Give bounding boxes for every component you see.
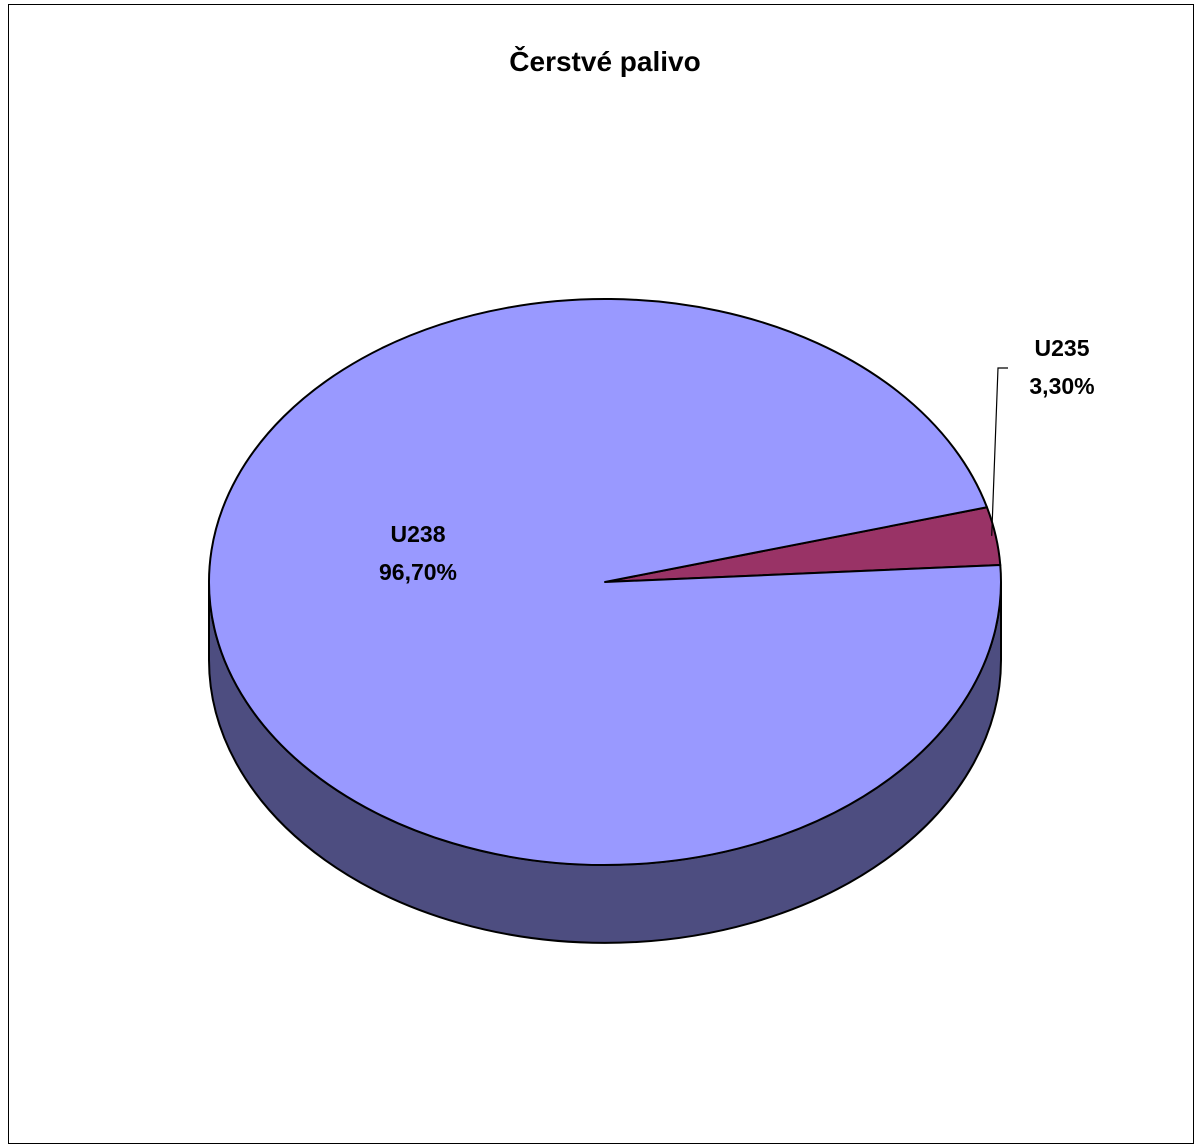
chart-title: Čerstvé palivo <box>509 45 700 77</box>
slice-label-u235-name: U235 <box>1035 335 1090 361</box>
leader-line-u235 <box>991 367 1008 536</box>
pie-slice-u238 <box>208 298 1002 867</box>
slice-label-u238-name: U238 <box>391 521 446 547</box>
pie-labels: U235 3,30% U238 96,70% <box>379 335 1095 585</box>
slice-label-u238-value: 96,70% <box>379 559 457 585</box>
pie-slices <box>208 298 1002 867</box>
slice-label-u235-value: 3,30% <box>1029 373 1094 399</box>
